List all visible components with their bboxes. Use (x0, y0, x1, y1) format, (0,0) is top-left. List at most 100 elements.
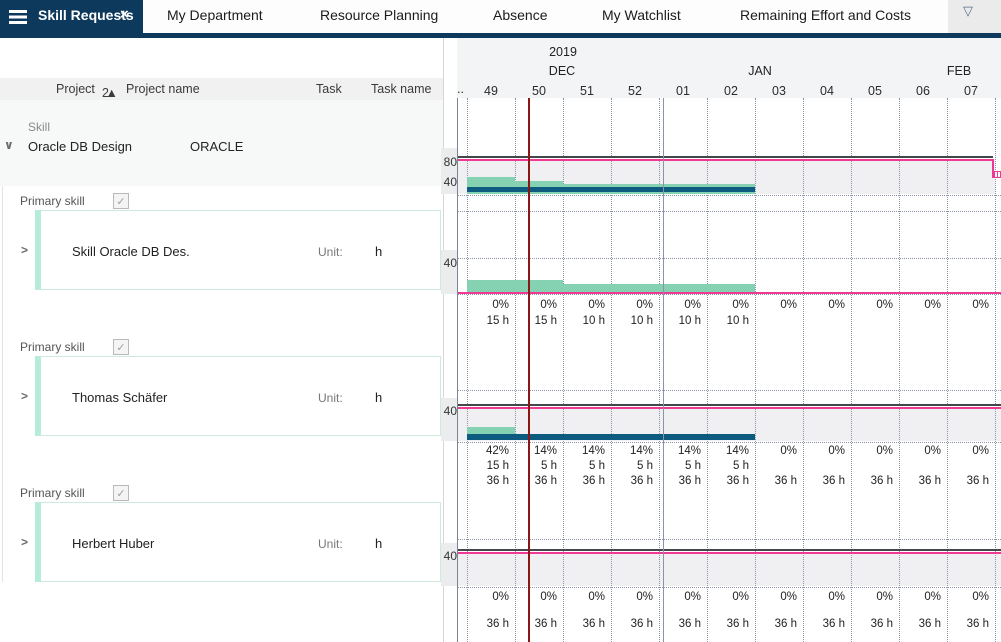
hours-value: 36 h (918, 618, 941, 630)
week-label: 01 (676, 84, 690, 98)
percent-value: 0% (732, 591, 749, 603)
primary-skill-label: Primary skill (20, 486, 85, 500)
expand-chevron-icon[interactable]: > (21, 243, 29, 257)
capacity-hours-row: 36 h 36 h 36 h 36 h 36 h 36 h 36 h 36 h 36 h 36 h… (467, 471, 995, 489)
threshold-line (458, 406, 1001, 409)
tab-my-watchlist[interactable]: My Watchlist (602, 7, 681, 23)
percent-value: 0% (828, 445, 845, 457)
week-grid-line (851, 98, 852, 642)
hours-value: 5 h (733, 460, 749, 472)
percent-value: 0% (492, 299, 509, 311)
week-label: 04 (820, 84, 834, 98)
sort-asc-icon: ▲ (105, 86, 118, 100)
percent-value: 0% (684, 299, 701, 311)
check-icon: ✓ (116, 196, 126, 208)
expand-chevron-icon[interactable]: > (21, 389, 29, 403)
percent-value: 0% (972, 591, 989, 603)
week-grid-line (899, 98, 900, 642)
percent-value: 0% (492, 591, 509, 603)
week-label: 03 (772, 84, 786, 98)
primary-skill-checkbox[interactable]: ✓ (113, 485, 129, 501)
hours-value: 36 h (774, 618, 797, 630)
capacity-hours-row: 36 h 36 h 36 h 36 h 36 h 36 h 36 h 36 h 36 h 36 h… (467, 614, 995, 632)
threshold-step-vertical (992, 158, 994, 176)
expand-chevron-icon[interactable]: > (21, 535, 29, 549)
unit-value: h (375, 390, 383, 405)
capacity-bar (467, 426, 515, 434)
grid-line-h (457, 211, 1001, 212)
percent-value: 14% (629, 445, 653, 457)
hours-value: 36 h (870, 475, 893, 487)
percent-value: 0% (780, 591, 797, 603)
threshold-end-marker (993, 171, 1001, 178)
week-labels-row: 49 50 51 52 01 02 03 04 05 06 07 (467, 82, 995, 100)
week-label: 05 (868, 84, 882, 98)
capacity-bar (515, 180, 563, 194)
tab-remaining-effort[interactable]: Remaining Effort and Costs (740, 7, 911, 23)
collapse-chevron-icon[interactable]: ∨ (4, 138, 14, 152)
percent-value: 0% (684, 591, 701, 603)
group-type-label: Skill (28, 120, 51, 134)
threshold-line (458, 158, 993, 161)
tab-absence[interactable]: Absence (493, 7, 548, 23)
percent-value: 0% (876, 445, 893, 457)
timeline-header (457, 38, 1001, 98)
week-grid-line (707, 98, 708, 642)
resource-card[interactable]: Herbert Huber Unit: h (35, 502, 441, 582)
week-label: 07 (964, 84, 978, 98)
col-sort-indicator[interactable]: 2 ▲ (102, 86, 118, 100)
percent-value: 14% (677, 445, 701, 457)
tab-my-department[interactable]: My Department (167, 7, 263, 23)
primary-skill-checkbox[interactable]: ✓ (113, 193, 129, 209)
col-project-name[interactable]: Project name (126, 82, 200, 96)
skill-request-card[interactable]: Skill Oracle DB Des. Unit: h (35, 210, 441, 290)
hours-value: 36 h (678, 475, 701, 487)
capacity-bar (467, 280, 563, 293)
grid-line-h (457, 390, 1001, 391)
capacity-limit-line (458, 549, 1001, 551)
percent-value: 0% (780, 445, 797, 457)
close-tab-icon[interactable]: × (120, 6, 129, 23)
hamburger-menu-icon[interactable] (9, 10, 27, 13)
resource-card[interactable]: Thomas Schäfer Unit: h (35, 356, 441, 436)
hours-value: 36 h (630, 475, 653, 487)
hours-value: 36 h (630, 618, 653, 630)
resource-name: Herbert Huber (72, 536, 155, 551)
skill-group-row[interactable]: ∨ Skill Oracle DB Design ORACLE (0, 100, 443, 186)
hours-value: 10 h (726, 315, 749, 327)
resource-name: Thomas Schäfer (72, 390, 168, 405)
chevron-down-icon[interactable]: ▽ (963, 3, 973, 18)
unit-label: Unit: (318, 391, 343, 405)
grid-line-h (457, 258, 1001, 259)
tab-skill-requests[interactable]: Skill Requests × (0, 0, 143, 33)
threshold-line (458, 292, 1001, 294)
hours-value: 36 h (678, 618, 701, 630)
percent-value: 0% (588, 591, 605, 603)
week-grid-line (947, 98, 948, 642)
week-label: 50 (532, 84, 546, 98)
tab-bar-accent-line (0, 33, 1001, 38)
tab-overflow-area: ▽ (948, 0, 1001, 33)
hours-value: 36 h (534, 475, 557, 487)
week-grid-line (659, 98, 660, 642)
percent-value: 0% (924, 445, 941, 457)
percent-value: 0% (588, 299, 605, 311)
hours-value: 5 h (637, 460, 653, 472)
col-task-name[interactable]: Task name (371, 82, 432, 96)
week-label: 49 (484, 84, 498, 98)
col-task[interactable]: Task (316, 82, 342, 96)
week-grid-line (755, 98, 756, 642)
utilization-percent-row: 0% 0% 0% 0% 0% 0% 0% 0% 0% 0% 0% (467, 295, 995, 313)
hours-value: 36 h (582, 618, 605, 630)
hours-value: 10 h (678, 315, 701, 327)
primary-skill-checkbox[interactable]: ✓ (113, 339, 129, 355)
percent-value: 0% (924, 591, 941, 603)
percent-value: 0% (876, 591, 893, 603)
hours-value: 36 h (966, 618, 989, 630)
tab-resource-planning[interactable]: Resource Planning (320, 7, 439, 23)
hours-value: 36 h (822, 618, 845, 630)
panel-divider[interactable] (443, 38, 444, 642)
col-project[interactable]: Project (56, 82, 95, 96)
percent-value: 0% (828, 591, 845, 603)
